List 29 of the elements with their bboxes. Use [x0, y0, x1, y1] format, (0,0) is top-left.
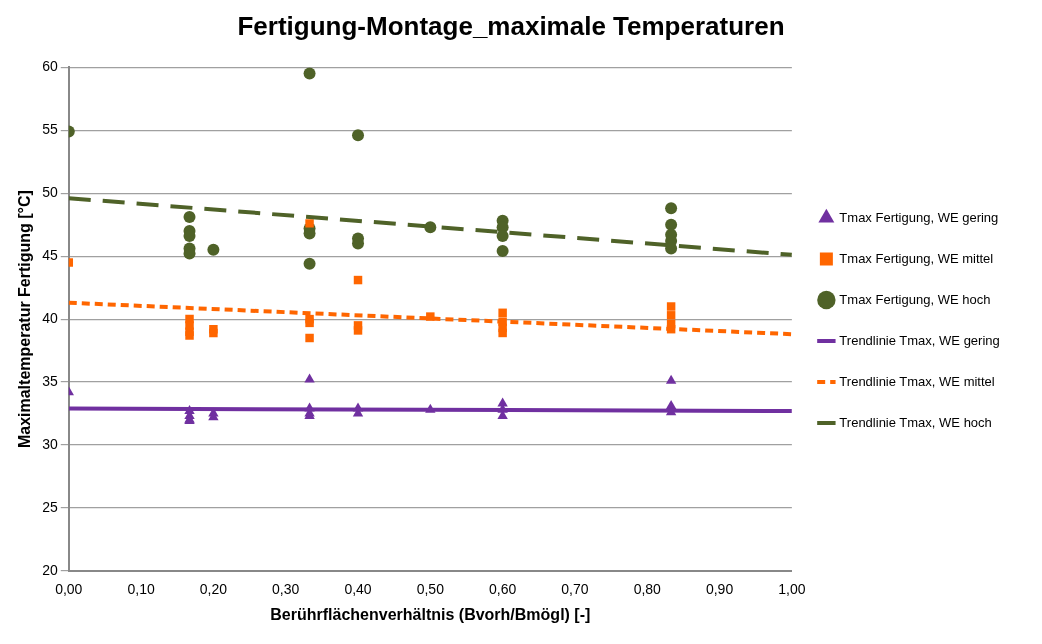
x-tick-label: 0,40	[344, 581, 372, 598]
legend-label: Tmax Fertigung, WE gering	[839, 209, 999, 225]
x-tick-label: 0,80	[633, 581, 662, 598]
legend-label: Trendlinie Tmax, WE hoch	[839, 414, 992, 430]
x-tick-label: 0,20	[199, 581, 228, 598]
x-tick-label: 0,70	[561, 581, 589, 598]
x-tick-label: 0,90	[705, 581, 734, 598]
x-axis-title: Berührflächenverhältnis (Bvorh/Bmögl) [-]	[270, 605, 591, 623]
y-tick-label: 60	[42, 58, 58, 75]
y-tick-label: 50	[42, 184, 58, 201]
y-tick-label: 30	[42, 435, 58, 452]
y-axis-title: Maximaltemperatur Fertigung [°C]	[16, 190, 34, 449]
y-tick-label: 55	[42, 121, 58, 138]
y-tick-label: 45	[42, 246, 58, 263]
legend-label: Tmax Fertigung, WE hoch	[839, 291, 991, 307]
y-tick-label: 20	[42, 561, 58, 578]
legend-label: Trendlinie Tmax, WE gering	[839, 332, 1000, 348]
y-tick-label: 25	[42, 498, 58, 515]
x-tick-label: 0,10	[127, 581, 155, 598]
y-tick-label: 40	[42, 309, 58, 326]
legend-label: Trendlinie Tmax, WE mittel	[839, 373, 995, 389]
x-tick-label: 1,00	[778, 581, 806, 598]
chart-title: Fertigung-Montage_maximale Temperaturen	[237, 10, 785, 41]
y-tick-label: 35	[42, 372, 58, 389]
x-tick-label: 0,00	[55, 581, 83, 598]
x-tick-label: 0,50	[416, 581, 445, 598]
x-tick-label: 0,30	[272, 581, 300, 598]
legend-label: Tmax Fertigung, WE mittel	[839, 250, 994, 266]
x-tick-label: 0,60	[489, 581, 517, 598]
